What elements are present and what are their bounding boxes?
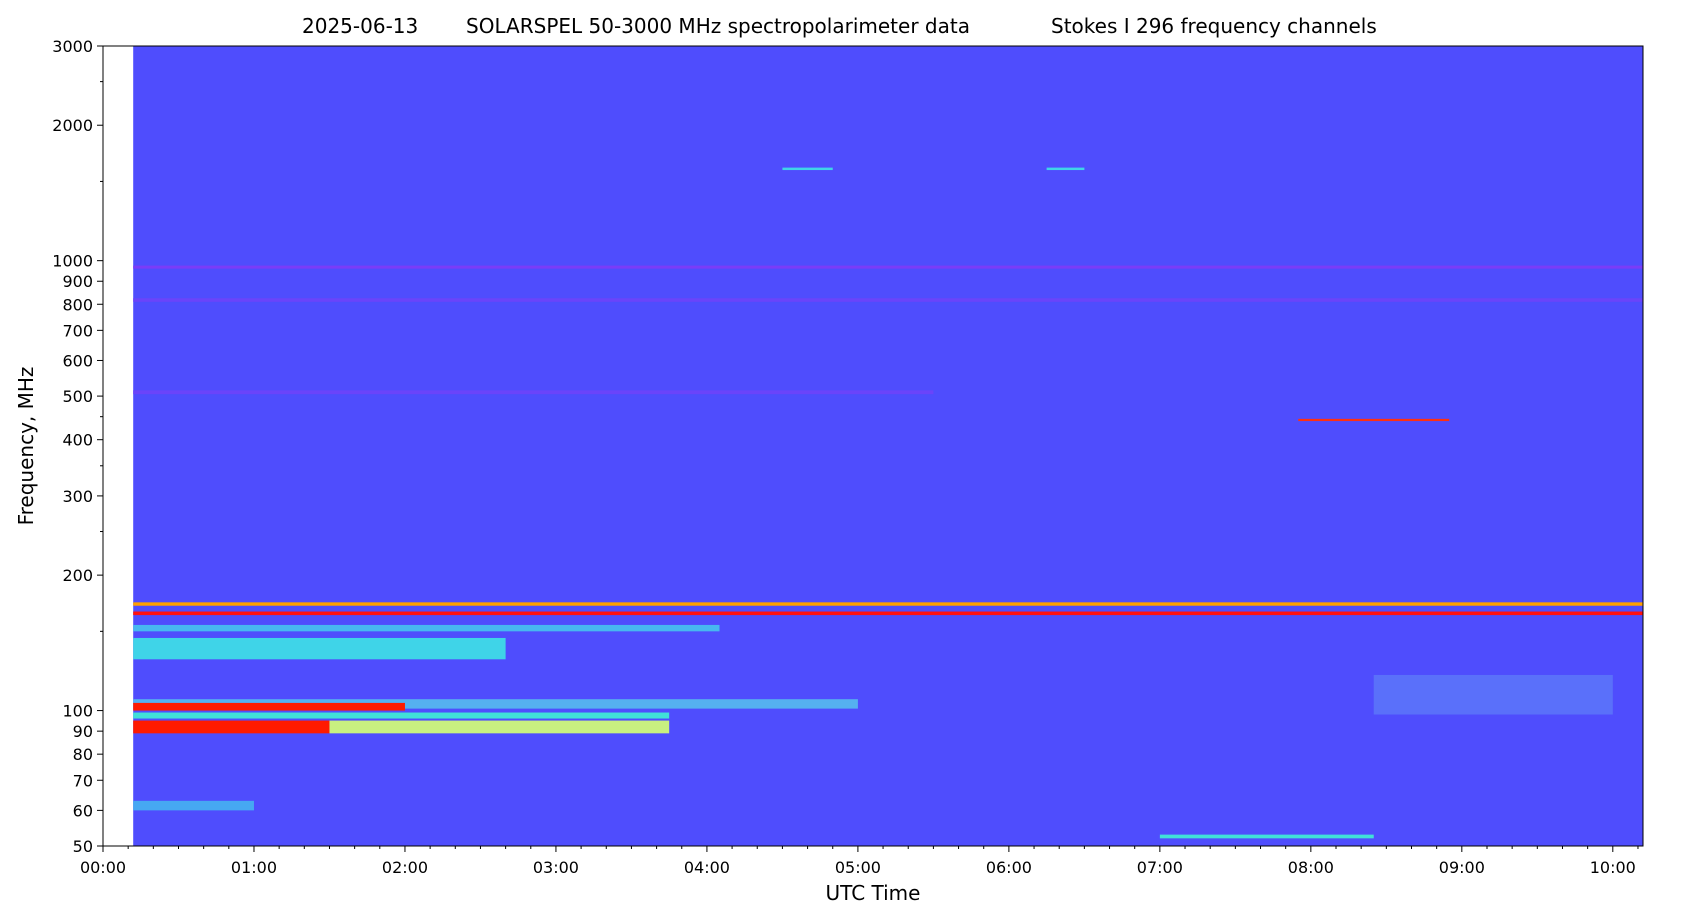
chart-title: 2025-06-13 SOLARSPEL 50-3000 MHz spectro… xyxy=(302,14,1377,38)
spectrogram-band xyxy=(133,390,934,395)
x-tick-label: 09:00 xyxy=(1439,858,1485,877)
y-axis-label: Frequency, MHz xyxy=(14,367,38,526)
y-tick-label: 600 xyxy=(62,351,93,370)
x-tick-label: 10:00 xyxy=(1590,858,1636,877)
y-tick-label: 50 xyxy=(73,837,93,856)
spectrogram-band xyxy=(133,800,254,811)
plot-area xyxy=(102,45,1644,847)
y-tick-label: 200 xyxy=(62,566,93,585)
title-stokes: Stokes I 296 frequency channels xyxy=(1051,14,1377,38)
y-tick-label: 3000 xyxy=(52,37,93,56)
y-tick-label: 100 xyxy=(62,702,93,721)
spectrogram-band xyxy=(329,720,670,734)
y-tick-label: 2000 xyxy=(52,116,93,135)
spectrogram-band xyxy=(133,720,330,734)
x-tick-label: 03:00 xyxy=(533,858,579,877)
spectrogram-band xyxy=(133,702,405,711)
spectrogram-band xyxy=(133,637,506,660)
x-axis-label: UTC Time xyxy=(826,881,921,905)
spectrogram-band xyxy=(1298,418,1450,422)
plot-frame xyxy=(102,45,1644,847)
x-tick-label: 06:00 xyxy=(986,858,1032,877)
x-tick-label: 07:00 xyxy=(1137,858,1183,877)
spectrogram-band xyxy=(133,602,1644,606)
y-tick-label: 900 xyxy=(62,272,93,291)
spectrogram-band xyxy=(133,265,1644,269)
y-tick-label: 70 xyxy=(73,771,93,790)
y-tick-label: 400 xyxy=(62,431,93,450)
x-axis: 00:00 01:00 02:00 03:00 04:00 05:00 06:00 07:00… xyxy=(80,846,1639,877)
spectrogram-band xyxy=(133,624,720,632)
y-tick-label: 700 xyxy=(62,321,93,340)
x-tick-label: 08:00 xyxy=(1288,858,1334,877)
y-tick-label: 60 xyxy=(73,801,93,820)
spectrogram-band xyxy=(133,611,1644,616)
spectrogram-band xyxy=(1046,167,1085,171)
spectrogram-band xyxy=(1159,834,1374,839)
spectrogram-band xyxy=(133,699,858,709)
y-tick-label: 300 xyxy=(62,487,93,506)
spectrogram-band xyxy=(133,712,670,719)
y-tick-label: 90 xyxy=(73,722,93,741)
spectrogram-band xyxy=(133,298,1644,302)
x-tick-label: 00:00 xyxy=(80,858,126,877)
title-date: 2025-06-13 xyxy=(302,14,418,38)
title-instrument: SOLARSPEL 50-3000 MHz spectropolarimeter… xyxy=(466,14,970,38)
spectrogram-band xyxy=(782,167,833,171)
x-tick-label: 02:00 xyxy=(382,858,428,877)
y-tick-label: 1000 xyxy=(52,252,93,271)
x-tick-label: 01:00 xyxy=(231,858,277,877)
spectrogram-band xyxy=(1373,674,1613,715)
x-tick-label: 04:00 xyxy=(684,858,730,877)
y-tick-label: 500 xyxy=(62,387,93,406)
y-tick-label: 80 xyxy=(73,745,93,764)
x-tick-label: 05:00 xyxy=(835,858,881,877)
y-tick-label: 800 xyxy=(62,295,93,314)
